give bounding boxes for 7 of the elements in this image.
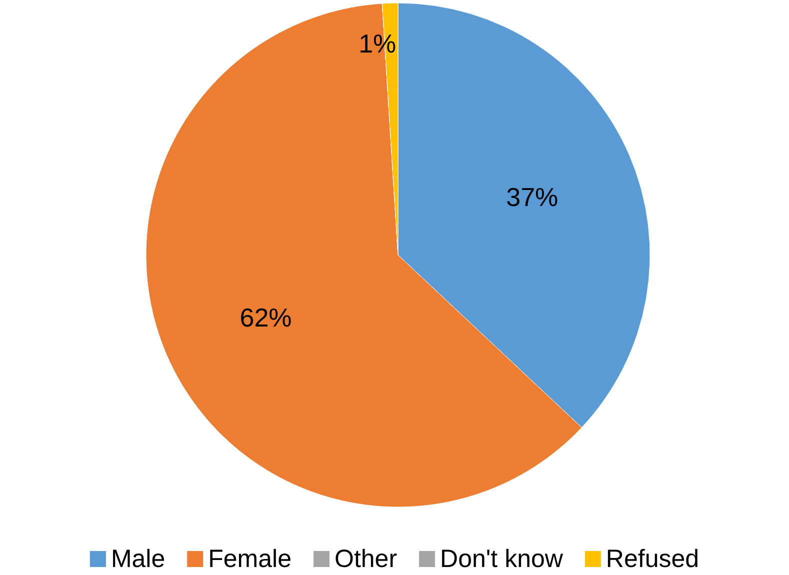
legend-label: Other: [334, 545, 398, 573]
legend-label: Female: [208, 545, 292, 573]
data-label: 37%: [506, 182, 558, 212]
data-label: 62%: [240, 302, 292, 332]
legend-label: Don't know: [440, 545, 564, 573]
legend-label: Male: [110, 545, 166, 573]
legend-label: Refused: [606, 545, 700, 573]
